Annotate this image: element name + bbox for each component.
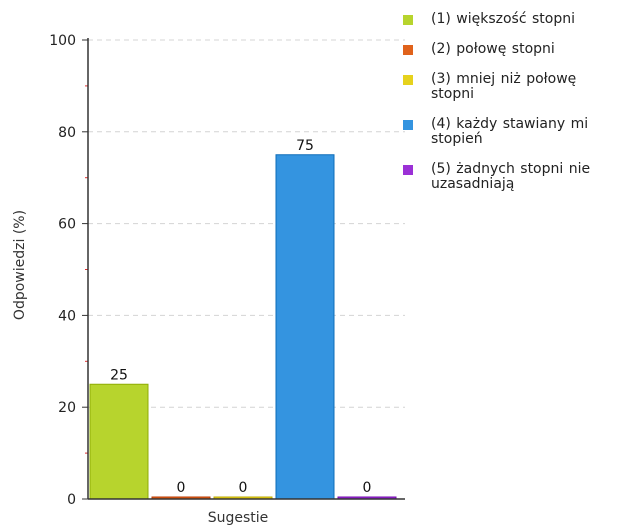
legend-item-4: (4) każdy stawiany mi stopień: [403, 117, 618, 147]
gridlines: [88, 39, 405, 408]
y-tick-label-100: 100: [49, 33, 76, 49]
bar-1: [89, 383, 149, 500]
bar-4: [275, 154, 335, 500]
legend-item-2: (2) połowę stopni: [403, 42, 618, 57]
legend-label-1: (1) większość stopni: [431, 11, 575, 27]
legend-label-3: (3) mniej niż połowę stopni: [431, 71, 577, 102]
legend-item-5: (5) żadnych stopni nie uzasadniają: [403, 162, 618, 192]
data-label-5: 0: [363, 480, 372, 496]
y-tick-label-40: 40: [58, 308, 76, 324]
bars: 25 0 0 75 0: [89, 138, 397, 500]
data-label-4: 75: [296, 138, 314, 154]
data-label-3: 0: [239, 480, 248, 496]
y-axis-title: Odpowiedzi (%): [12, 210, 28, 320]
data-label-1: 25: [110, 367, 128, 383]
data-label-2: 0: [177, 480, 186, 496]
y-tick-label-80: 80: [58, 125, 76, 141]
y-tick-label-20: 20: [58, 400, 76, 416]
legend-label-5: (5) żadnych stopni nie uzasadniają: [431, 161, 591, 192]
legend-item-3: (3) mniej niż połowę stopni: [403, 72, 618, 102]
legend-label-2: (2) połowę stopni: [431, 41, 555, 57]
legend-swatch-3: [403, 75, 413, 85]
legend-swatch-2: [403, 45, 413, 55]
legend-item-1: (1) większość stopni: [403, 12, 618, 27]
legend-swatch-1: [403, 15, 413, 25]
axes: 0 20 40 60 80 100: [49, 33, 405, 508]
legend-swatch-4: [403, 120, 413, 130]
legend-swatch-5: [403, 165, 413, 175]
legend: (1) większość stopni (2) połowę stopni (…: [403, 12, 618, 207]
legend-label-4: (4) każdy stawiany mi stopień: [431, 116, 589, 147]
y-tick-label-60: 60: [58, 217, 76, 233]
y-tick-label-0: 0: [67, 492, 76, 508]
x-axis-title: Sugestie: [208, 510, 269, 526]
